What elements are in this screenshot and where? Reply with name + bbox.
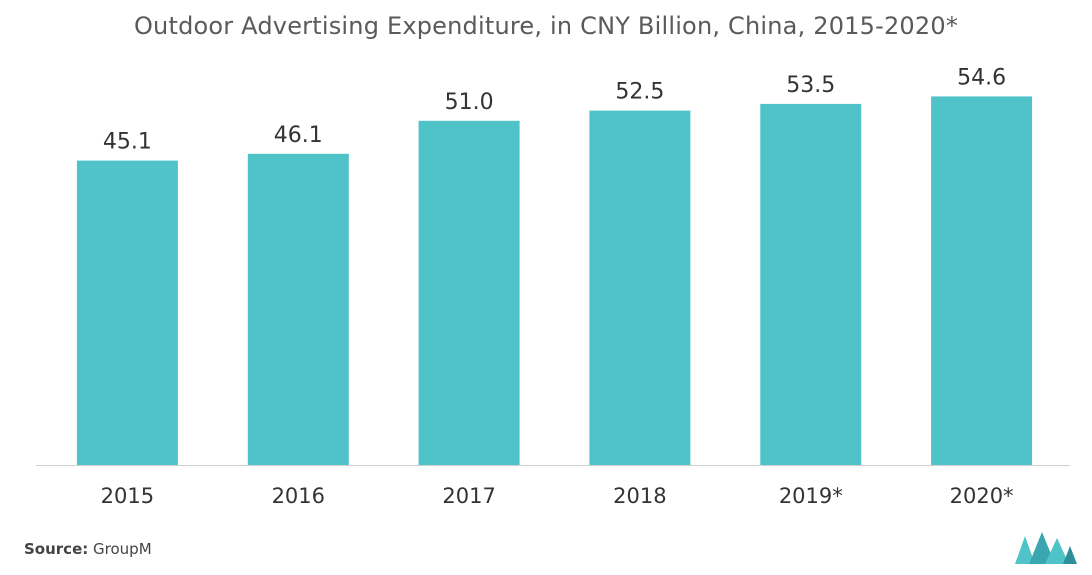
- bar-2015: [76, 160, 178, 465]
- value-label-2018: 52.5: [615, 80, 664, 105]
- x-tick-label-2015: 2015: [101, 484, 154, 508]
- source-label: Source:: [24, 540, 89, 558]
- value-label-2019*: 53.5: [786, 73, 835, 98]
- x-tick-label-2016: 2016: [272, 484, 325, 508]
- value-label-2016: 46.1: [274, 123, 323, 148]
- value-label-2020*: 54.6: [957, 65, 1006, 90]
- value-label-2015: 45.1: [103, 130, 152, 155]
- source-value: GroupM: [93, 540, 152, 558]
- value-label-2017: 51.0: [445, 90, 494, 115]
- chart-title: Outdoor Advertising Expenditure, in CNY …: [133, 12, 959, 40]
- bar-2020*: [931, 96, 1033, 466]
- source-note: Source: GroupM: [24, 540, 152, 558]
- x-tick-label-2020*: 2020*: [950, 484, 1014, 508]
- bar-2016: [247, 153, 349, 466]
- mordor-logo-icon: [1015, 532, 1077, 564]
- x-tick-label-2017: 2017: [442, 484, 495, 508]
- bar-2017: [418, 120, 520, 466]
- bar-2018: [589, 110, 691, 465]
- bar-2019*: [760, 103, 862, 466]
- x-tick-label-2018: 2018: [613, 484, 666, 508]
- x-tick-label-2019*: 2019*: [779, 484, 843, 508]
